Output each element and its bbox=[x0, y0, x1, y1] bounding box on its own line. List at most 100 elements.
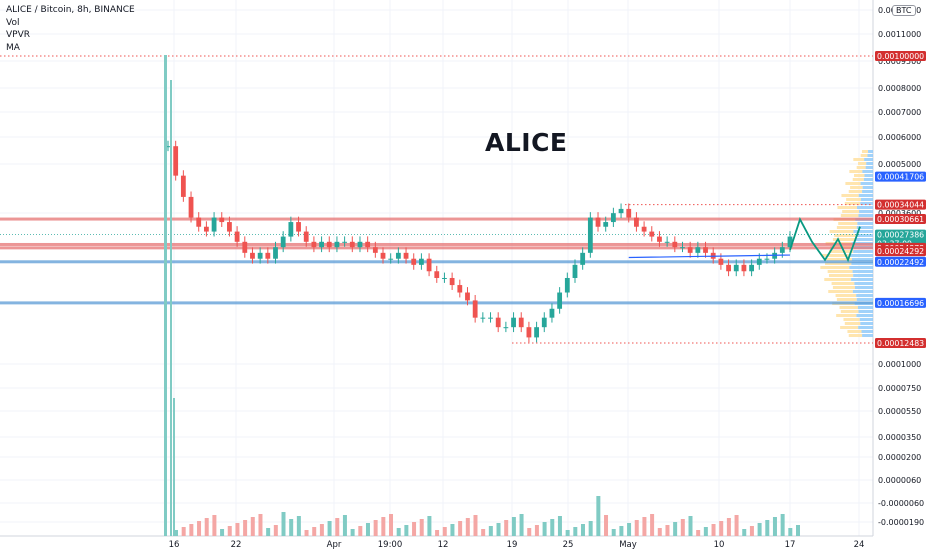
annotation-title: ALICE bbox=[485, 128, 568, 157]
volume-bar bbox=[711, 524, 716, 536]
vpvr-bar-up bbox=[856, 226, 873, 229]
vpvr-bar-up bbox=[866, 162, 873, 165]
vpvr-bar-down bbox=[828, 290, 853, 293]
vpvr-bar-up bbox=[853, 274, 873, 277]
price-axis-ticks: 0.00130000.00110000.00095000.00080000.00… bbox=[878, 6, 924, 527]
volume-bar bbox=[250, 517, 255, 536]
candle-body bbox=[250, 252, 255, 259]
candle-body bbox=[227, 222, 232, 232]
volume-bar bbox=[565, 530, 570, 536]
volume-bar bbox=[266, 528, 271, 536]
volume-bar bbox=[304, 530, 309, 536]
vpvr-bar-up bbox=[860, 202, 873, 205]
volume-bar bbox=[772, 517, 777, 536]
vpvr-bar-up bbox=[851, 278, 873, 281]
volume-bar bbox=[174, 530, 178, 536]
level-support bbox=[0, 301, 873, 305]
volume-bar bbox=[319, 524, 324, 536]
candle-body bbox=[756, 258, 762, 265]
volume-bar bbox=[796, 525, 800, 536]
vpvr-bar-down bbox=[856, 166, 866, 169]
forecast-path bbox=[789, 217, 861, 263]
candle-body bbox=[657, 236, 662, 242]
vpvr-bar-down bbox=[861, 150, 869, 153]
vpvr-bar-up bbox=[865, 166, 873, 169]
vpvr-bar-up bbox=[858, 214, 873, 217]
volume-bar bbox=[373, 520, 378, 536]
vpvr-bar-down bbox=[850, 186, 863, 189]
horizontal-levels bbox=[0, 217, 873, 305]
volume-bar bbox=[573, 527, 578, 536]
vpvr-bar-up bbox=[860, 182, 873, 185]
vpvr-bar-up bbox=[856, 294, 873, 297]
candle-body bbox=[634, 217, 639, 227]
vpvr-bar-up bbox=[856, 298, 873, 301]
price-tick-label: 0.0003600 bbox=[878, 209, 921, 218]
vpvr-bar-up bbox=[853, 250, 873, 253]
candle-body bbox=[580, 252, 586, 265]
volume-bar bbox=[588, 521, 593, 536]
price-label-text: 0.00027386 bbox=[877, 231, 924, 240]
price-label-bg bbox=[875, 199, 926, 210]
indicator-vpvr[interactable]: VPVR bbox=[6, 30, 30, 40]
price-label-text: 0.00016696 bbox=[877, 299, 924, 308]
time-tick-label: 16 bbox=[169, 540, 180, 550]
volume-bar bbox=[749, 526, 754, 536]
dotted-levels bbox=[0, 55, 873, 344]
volume-bar bbox=[289, 519, 294, 536]
vpvr-bar-down bbox=[839, 306, 858, 309]
candle-body bbox=[718, 258, 724, 265]
volume-bar bbox=[634, 520, 639, 536]
vpvr-bar-up bbox=[863, 178, 873, 181]
vpvr-bar-up bbox=[859, 318, 873, 321]
volume-bars bbox=[164, 55, 800, 536]
volume-bar bbox=[703, 527, 708, 536]
indicator-vol[interactable]: Vol bbox=[6, 17, 20, 28]
candle-body bbox=[626, 208, 632, 218]
vpvr-bar-down bbox=[820, 266, 850, 269]
volume-bar bbox=[412, 522, 417, 536]
candle-body bbox=[764, 258, 770, 260]
vpvr-bar-up bbox=[851, 262, 873, 265]
candle-body bbox=[549, 308, 555, 318]
candle-body bbox=[188, 196, 194, 218]
volume-bar bbox=[170, 80, 172, 536]
price-label-bg bbox=[875, 171, 926, 182]
currency-selector[interactable]: BTC bbox=[892, 5, 916, 16]
symbol-title[interactable]: ALICE / Bitcoin, 8h, BINANCE bbox=[6, 5, 135, 15]
candle-body bbox=[349, 241, 355, 248]
vpvr-bar-up bbox=[853, 230, 873, 233]
vpvr-bar-down bbox=[840, 214, 859, 217]
candle-body bbox=[219, 217, 225, 223]
vpvr-bar-down bbox=[846, 198, 861, 201]
price-tick-label: 0.0009500 bbox=[878, 57, 921, 66]
vpvr-bar-down bbox=[849, 170, 863, 173]
level-resistance bbox=[0, 217, 873, 221]
candle-body bbox=[465, 292, 470, 301]
volume-bar bbox=[296, 516, 301, 536]
candle-body bbox=[388, 258, 394, 260]
volume-bar bbox=[396, 528, 401, 536]
price-tick-label: 0.0011000 bbox=[878, 30, 921, 39]
price-tick-label: 0.0000350 bbox=[878, 433, 921, 442]
volume-bar bbox=[189, 524, 194, 536]
vpvr-bar-down bbox=[828, 250, 854, 253]
price-label-text: 0.00100000 bbox=[877, 52, 924, 61]
candle-body bbox=[234, 231, 240, 242]
price-tick-label: 0.0000750 bbox=[878, 384, 921, 393]
vpvr-bar-down bbox=[836, 226, 857, 229]
vpvr-bar-down bbox=[832, 286, 855, 289]
chart-legend: ALICE / Bitcoin, 8h, BINANCE Vol VPVR MA bbox=[6, 4, 135, 54]
vpvr-bar-up bbox=[860, 322, 873, 325]
vpvr-bar-up bbox=[849, 254, 873, 257]
time-tick-label: 19:00 bbox=[378, 540, 403, 550]
candle-body bbox=[472, 300, 478, 318]
indicator-ma[interactable]: MA bbox=[6, 42, 20, 53]
price-label-text: 0.00012483 bbox=[877, 339, 924, 348]
volume-bar bbox=[273, 525, 278, 536]
volume-bar bbox=[312, 527, 317, 536]
vpvr-bar-down bbox=[858, 162, 867, 165]
candle-body bbox=[242, 241, 248, 253]
volume-bar bbox=[542, 522, 547, 536]
